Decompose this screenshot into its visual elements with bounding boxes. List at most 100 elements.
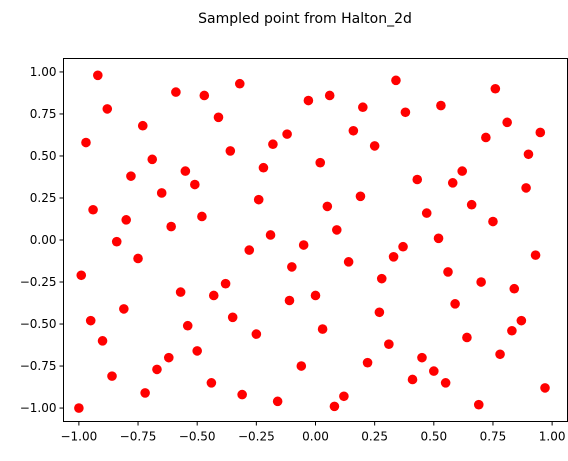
data-point xyxy=(488,216,498,227)
data-point xyxy=(384,339,394,349)
data-point xyxy=(166,221,176,232)
plot-frame xyxy=(63,58,568,422)
data-point xyxy=(457,166,468,176)
y-tick-label: 0.75 xyxy=(30,107,57,121)
data-point xyxy=(88,204,98,215)
data-point xyxy=(322,201,333,212)
data-point xyxy=(374,307,385,318)
data-point xyxy=(163,352,174,363)
y-tick-label: −0.75 xyxy=(20,359,57,373)
data-point xyxy=(417,352,427,363)
x-tick-label: 1.00 xyxy=(539,430,566,444)
x-tick-label: 0.75 xyxy=(480,430,507,444)
data-point xyxy=(121,215,132,225)
y-tick-label: 0.25 xyxy=(30,191,57,205)
data-point xyxy=(258,162,269,173)
data-point xyxy=(317,324,328,334)
data-point xyxy=(310,290,321,301)
y-axis: −1.00 −0.75 −0.50 −0.25 0.00 0.25 0.50 0.75 1.00 xyxy=(20,65,64,415)
data-point xyxy=(502,117,512,128)
data-point xyxy=(111,236,122,247)
data-point xyxy=(182,320,193,331)
data-point xyxy=(171,87,181,97)
data-point xyxy=(440,378,451,388)
data-point xyxy=(272,396,283,407)
x-axis: −1.00 −0.75 −0.50 −0.25 0.00 0.25 0.50 0.75 1.00 xyxy=(60,421,566,444)
data-point xyxy=(137,120,148,131)
data-point xyxy=(315,157,326,168)
data-point xyxy=(540,383,550,393)
data-point xyxy=(303,95,314,106)
data-point xyxy=(407,374,418,385)
data-point xyxy=(147,154,158,165)
data-point xyxy=(192,346,202,356)
data-point xyxy=(466,199,477,210)
data-point xyxy=(107,371,117,381)
x-tick-label: −0.50 xyxy=(179,430,216,444)
data-point xyxy=(74,403,84,413)
data-point xyxy=(253,194,264,205)
data-point xyxy=(507,325,517,336)
data-point xyxy=(152,364,162,375)
x-tick-label: 0.50 xyxy=(420,430,447,444)
data-point xyxy=(331,225,342,235)
x-tick-label: 0.25 xyxy=(361,430,388,444)
data-point xyxy=(509,283,520,294)
data-point xyxy=(450,299,460,309)
data-point xyxy=(490,83,501,94)
data-point xyxy=(133,253,143,264)
data-point xyxy=(433,233,444,244)
data-point xyxy=(376,273,387,284)
data-point xyxy=(398,241,408,252)
x-tick-label: 0.00 xyxy=(302,430,329,444)
data-point xyxy=(265,230,276,240)
data-point xyxy=(369,141,380,151)
data-point xyxy=(447,178,458,188)
data-point xyxy=(358,102,368,113)
y-tick-label: 0.00 xyxy=(30,233,57,247)
y-tick-label: −0.25 xyxy=(20,275,57,289)
data-point xyxy=(362,357,373,368)
data-point xyxy=(76,270,87,281)
data-point xyxy=(391,75,401,86)
data-point xyxy=(268,139,278,150)
data-point xyxy=(436,100,446,111)
data-point xyxy=(348,125,359,136)
y-tick-label: −1.00 xyxy=(20,401,57,415)
data-point xyxy=(180,166,191,176)
chart-title: Sampled point from Halton_2d xyxy=(198,11,412,27)
data-point xyxy=(521,183,531,193)
data-point xyxy=(535,127,546,138)
data-point xyxy=(206,378,217,388)
data-point xyxy=(244,245,255,255)
data-point xyxy=(208,290,219,301)
y-tick-label: −0.50 xyxy=(20,317,57,331)
data-point xyxy=(298,240,309,250)
data-point xyxy=(190,179,200,190)
data-point xyxy=(473,399,484,410)
data-point xyxy=(421,208,432,218)
data-point xyxy=(284,295,295,306)
data-point xyxy=(339,391,349,402)
data-points xyxy=(74,70,550,413)
data-point xyxy=(227,312,238,323)
data-point xyxy=(429,366,439,376)
data-point xyxy=(197,211,207,222)
data-point xyxy=(102,104,113,114)
data-point xyxy=(97,336,108,346)
data-point xyxy=(476,277,486,287)
data-point xyxy=(93,70,103,81)
data-point xyxy=(199,90,210,101)
data-point xyxy=(388,252,399,262)
data-point xyxy=(481,132,491,143)
data-point xyxy=(85,315,96,326)
data-point xyxy=(225,146,236,156)
data-point xyxy=(516,315,527,326)
data-point xyxy=(412,174,423,185)
data-point xyxy=(220,278,231,289)
y-tick-label: 0.50 xyxy=(30,149,57,163)
data-point xyxy=(175,287,186,297)
x-tick-label: −0.25 xyxy=(238,430,275,444)
